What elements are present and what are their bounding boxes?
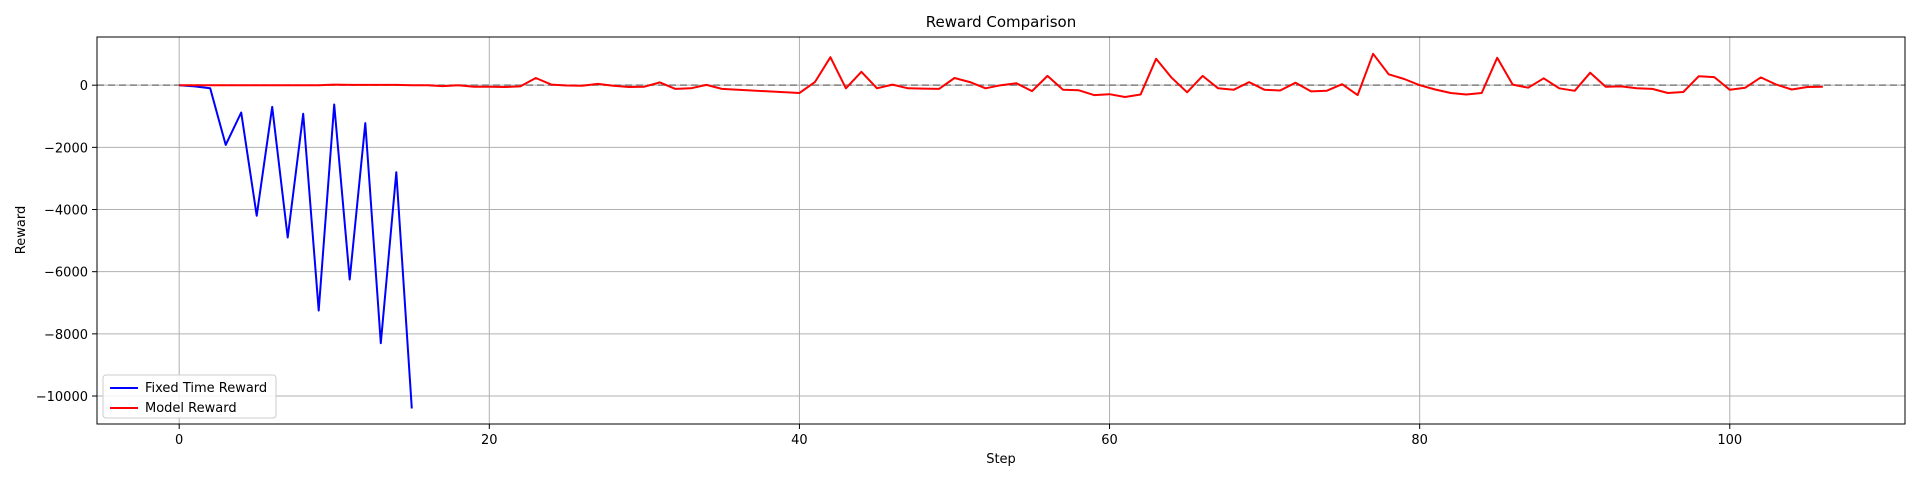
legend: Fixed Time Reward Model Reward	[102, 374, 277, 419]
y-tick-label: −4000	[44, 204, 88, 219]
x-tick-label: 40	[791, 433, 808, 448]
legend-label-fixed-time-reward: Fixed Time Reward	[145, 381, 267, 396]
y-tick-label: −8000	[44, 328, 88, 343]
y-tick-label: −6000	[44, 266, 88, 281]
x-tick-label: 0	[175, 433, 183, 448]
legend-frame	[102, 374, 277, 419]
x-tick-label: 20	[481, 433, 498, 448]
x-axis-ticks: 0 20 40 60 80 100	[175, 424, 1742, 448]
chart-title: Reward Comparison	[926, 13, 1076, 31]
x-axis-label: Step	[986, 452, 1016, 467]
y-tick-label: 0	[80, 79, 88, 94]
x-tick-label: 80	[1411, 433, 1428, 448]
x-tick-label: 60	[1101, 433, 1118, 448]
series-line-model-reward	[179, 52, 1823, 98]
y-tick-label: −10000	[36, 390, 88, 405]
series-layer	[179, 52, 1823, 409]
y-axis-ticks: 0 −2000 −4000 −6000 −8000 −10000	[36, 79, 97, 405]
plot-area-frame	[96, 36, 1906, 425]
series-line-fixed-time-reward	[179, 84, 413, 409]
x-tick-label: 100	[1717, 433, 1742, 448]
y-tick-label: −2000	[44, 141, 88, 156]
y-axis-label: Reward	[14, 206, 29, 254]
legend-label-model-reward: Model Reward	[145, 401, 237, 416]
